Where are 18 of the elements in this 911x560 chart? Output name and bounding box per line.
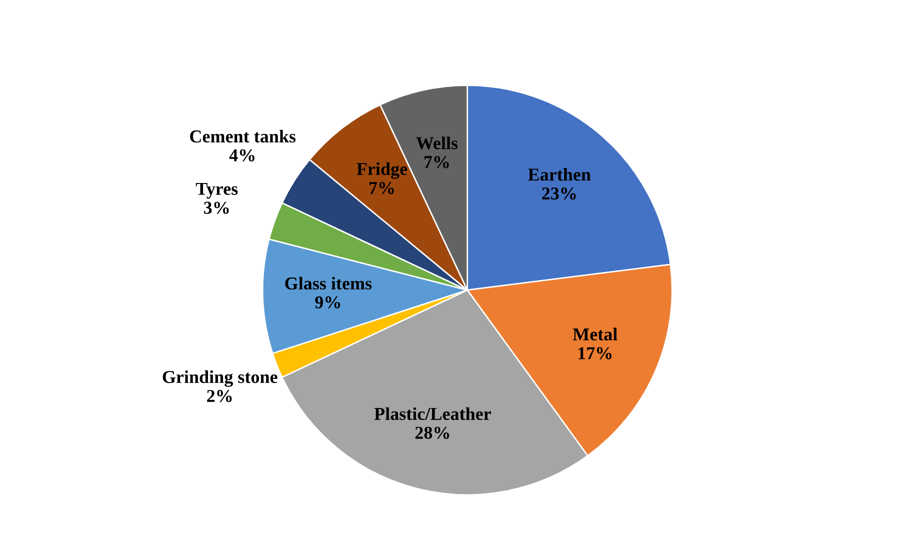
- slice-label: Fridge: [356, 162, 408, 179]
- data-label: 23%: [542, 187, 576, 200]
- slice-label: Plastic/Leather: [374, 407, 491, 420]
- data-label: 2%: [207, 390, 232, 402]
- slice-label: Metal: [572, 328, 618, 340]
- slice-label: Cement tanks: [190, 130, 296, 143]
- data-label: 7%: [369, 182, 394, 194]
- data-label: 28%: [415, 426, 450, 439]
- slice-label: Tyres: [196, 182, 238, 199]
- slice-label: Earthen: [528, 168, 591, 181]
- slice-label: Grinding stone: [162, 370, 278, 387]
- data-label: 7%: [424, 156, 449, 168]
- data-label: 3%: [204, 202, 229, 214]
- slice-label: Glass items: [285, 276, 372, 290]
- data-label: 4%: [229, 149, 254, 162]
- data-label: 9%: [315, 296, 340, 308]
- data-label: 17%: [578, 347, 612, 360]
- slice-label: Wells: [416, 136, 458, 150]
